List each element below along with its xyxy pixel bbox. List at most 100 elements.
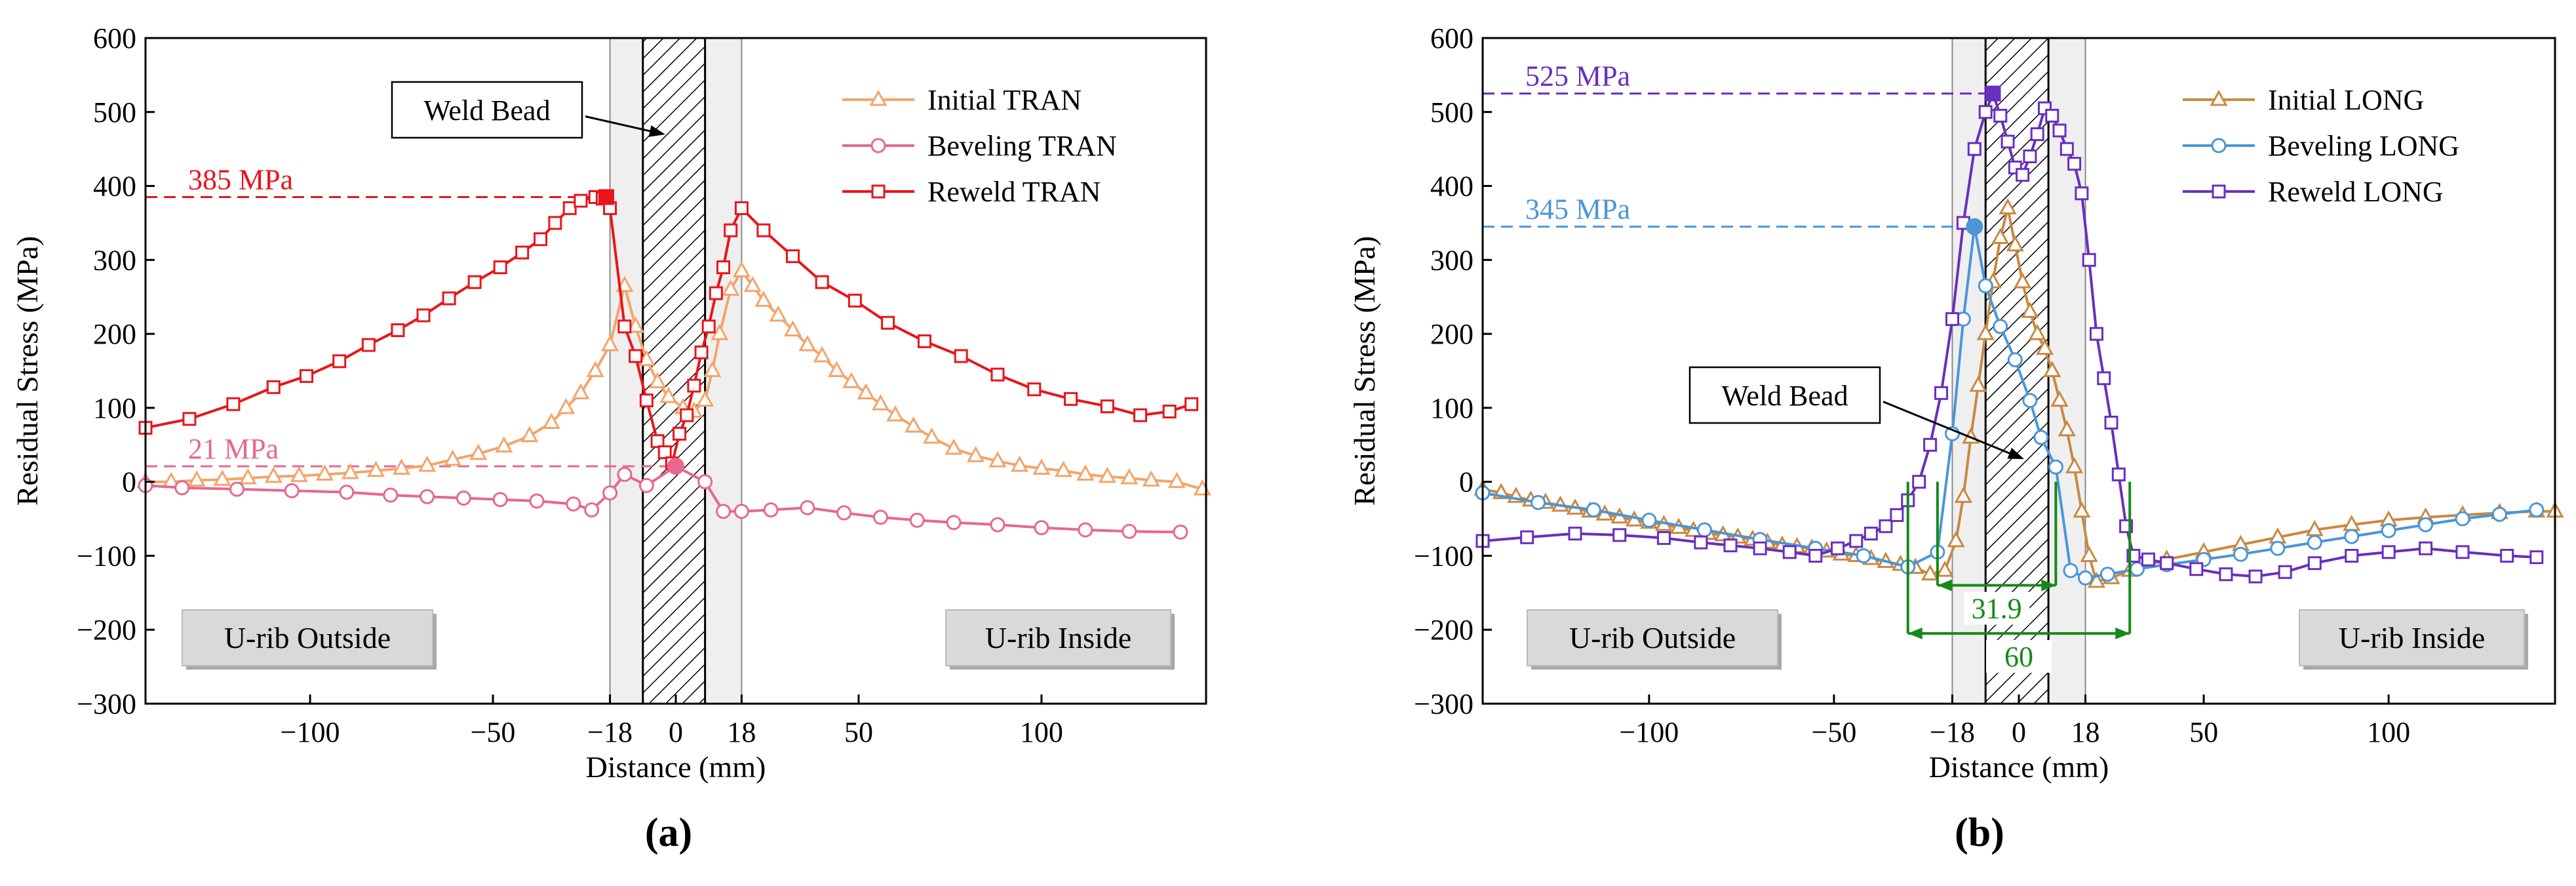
region-box (945, 609, 1171, 666)
annotation-label: 525 MPa (1525, 60, 1630, 92)
data-point (694, 345, 709, 359)
data-point (2043, 361, 2061, 377)
chart-panel-a: 385 MPa 21 MPa Weld Bead U-rib Outside U-rib… (10, 22, 1211, 855)
x-tick-label: 50 (844, 716, 873, 748)
data-point (1034, 520, 1049, 536)
data-point (687, 378, 701, 393)
data-point (1054, 460, 1072, 477)
data-point (2014, 272, 2032, 289)
data-point (1954, 487, 1972, 503)
weld-bead-arrow (585, 115, 654, 133)
data-point (456, 490, 471, 506)
data-point (332, 354, 347, 369)
x-tick-label: 0 (669, 716, 683, 748)
data-point (857, 383, 875, 399)
data-point (2058, 420, 2076, 437)
region-label-right: U-rib Inside (985, 621, 1132, 654)
data-point (574, 193, 588, 208)
data-point (1991, 228, 2010, 244)
data-point (2033, 430, 2049, 445)
data-point (1027, 382, 1042, 397)
data-point (2030, 127, 2044, 142)
data-point (909, 512, 925, 528)
region-label-left: U-rib Outside (224, 621, 391, 654)
data-point (1694, 535, 1708, 550)
annotation-label: 21 MPa (188, 433, 279, 465)
data-point (174, 480, 190, 496)
data-point (2045, 108, 2059, 123)
data-point (2089, 327, 2103, 341)
data-point (629, 349, 643, 363)
legend-label: Reweld TRAN (927, 176, 1101, 208)
peak-marker (667, 457, 684, 475)
data-point (2016, 168, 2030, 182)
data-point (566, 496, 581, 512)
y-tick-label: −300 (1414, 688, 1473, 720)
dimension-arrow (2041, 579, 2056, 592)
data-point (1978, 105, 1993, 119)
data-point (722, 279, 740, 296)
data-point (1831, 541, 1845, 555)
data-point (673, 426, 687, 441)
data-point (602, 485, 618, 501)
legend-label: Initial TRAN (927, 84, 1082, 116)
data-point (990, 367, 1005, 382)
data-point (2529, 502, 2545, 518)
data-point (1656, 531, 1671, 545)
data-point (284, 483, 300, 498)
y-tick-label: 300 (1430, 244, 1473, 276)
data-point (1856, 548, 1871, 563)
chart-panel-b: 525 MPa 345 MPa 31.9 60 Weld Bead U-rib Outsi… (1348, 22, 2564, 855)
data-point (1064, 392, 1078, 406)
y-tick-label: 100 (1430, 392, 1473, 424)
x-tick-label: 18 (727, 716, 756, 748)
data-point (492, 492, 508, 508)
y-tick-label: 600 (1430, 22, 1473, 54)
data-point (1173, 524, 1188, 540)
data-point (416, 308, 431, 323)
data-point (2160, 556, 2174, 571)
data-point (2278, 565, 2292, 579)
data-point (886, 405, 905, 422)
data-point (2418, 517, 2434, 533)
data-point (617, 319, 632, 334)
data-point (754, 291, 773, 307)
data-point (1890, 508, 1904, 522)
region-label-left: U-rib Outside (1569, 621, 1736, 654)
data-point (2104, 415, 2118, 430)
data-point (1921, 564, 1940, 581)
data-point (2000, 134, 2015, 149)
weld-bead-arrow (1883, 401, 2014, 456)
y-tick-label: −100 (1414, 540, 1473, 572)
data-point (601, 334, 619, 352)
data-point (2052, 123, 2067, 138)
data-point (2067, 157, 2082, 171)
data-point (1531, 494, 1546, 510)
data-point (383, 487, 399, 503)
weld-bead-box (391, 81, 583, 139)
data-point (769, 305, 787, 322)
data-point (905, 416, 923, 433)
legend-marker (2212, 184, 2226, 199)
data-point (627, 316, 645, 333)
legend-marker (2211, 138, 2227, 153)
data-point (2073, 501, 2091, 518)
data-point (290, 466, 308, 483)
data-point (696, 390, 714, 407)
data-point (2419, 541, 2433, 555)
x-tick-label: −100 (281, 716, 340, 748)
data-point (1076, 464, 1095, 481)
dimension-label-bg (1986, 639, 2052, 673)
data-point (848, 293, 862, 308)
data-point (923, 427, 941, 444)
x-tick-label: 100 (2367, 716, 2410, 748)
data-point (2023, 149, 2037, 163)
data-point (444, 449, 462, 466)
data-point (2344, 529, 2360, 544)
data-point (954, 349, 968, 363)
data-point (1976, 323, 1995, 340)
x-tick-label: −100 (1619, 716, 1679, 748)
data-point (703, 361, 722, 377)
data-point (1879, 519, 1893, 533)
data-point (420, 489, 435, 504)
